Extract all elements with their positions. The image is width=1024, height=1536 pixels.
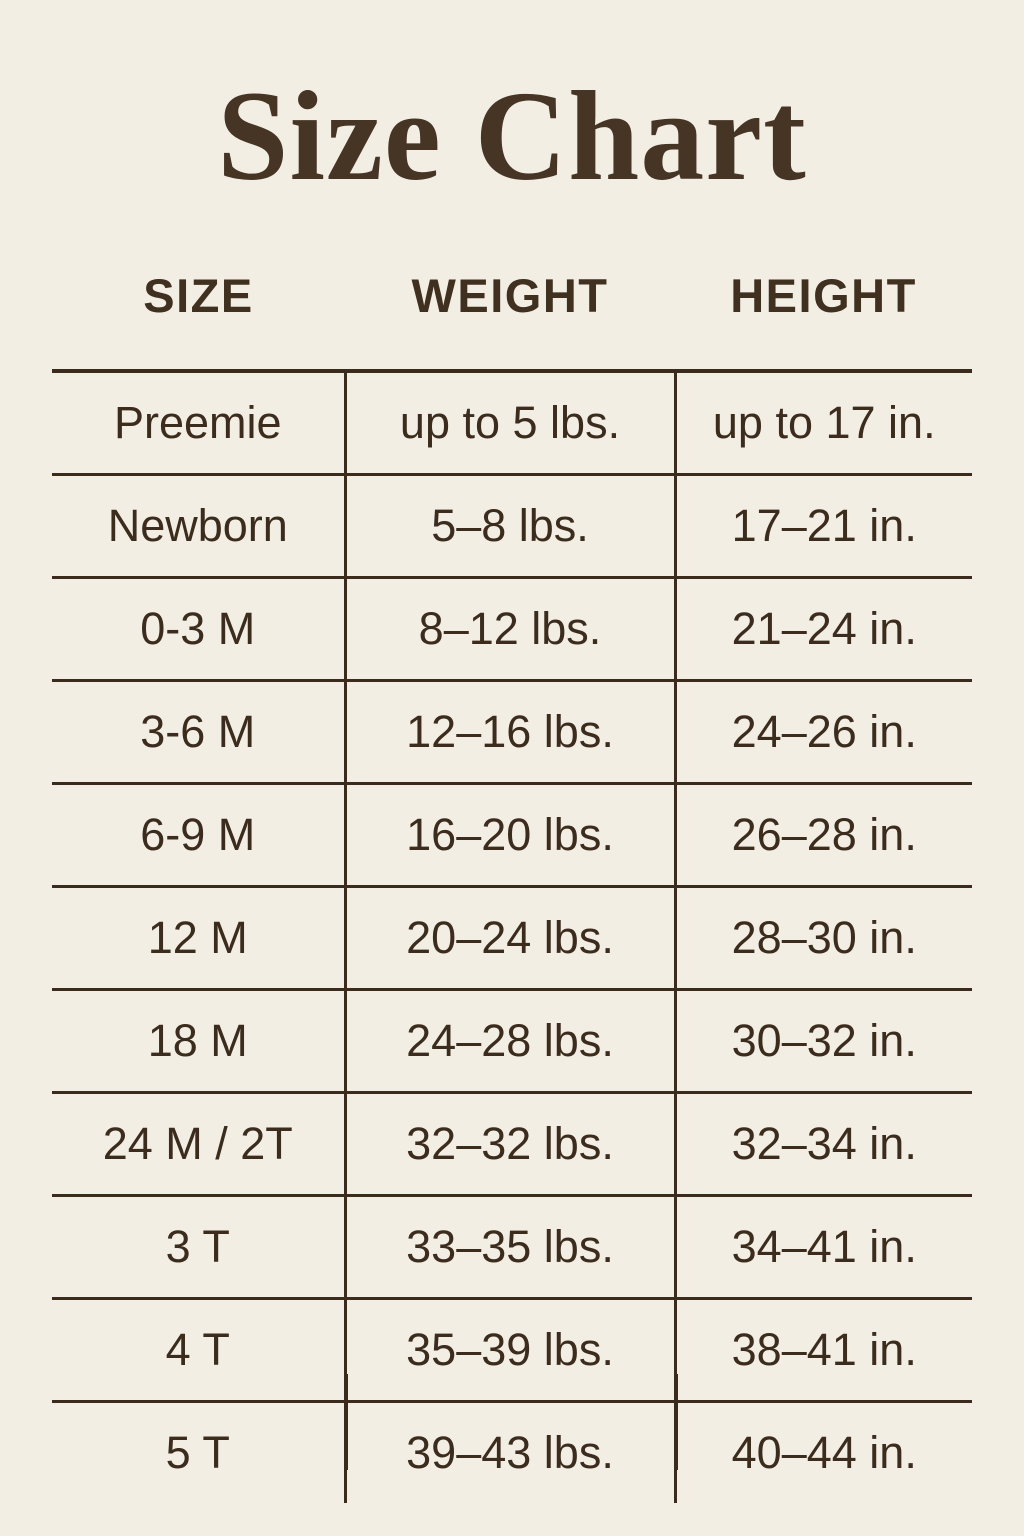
cell-weight: up to 5 lbs.	[345, 371, 677, 476]
page-title: Size Chart	[217, 65, 807, 207]
table-row: 3 T 33–35 lbs. 34–41 in.	[52, 1195, 972, 1300]
cell-weight: 39–43 lbs.	[345, 1401, 677, 1503]
table-row: Newborn 5–8 lbs. 17–21 in.	[52, 474, 972, 579]
cell-height: 34–41 in.	[675, 1195, 972, 1300]
table-row: 4 T 35–39 lbs. 38–41 in.	[52, 1298, 972, 1403]
column-header-height: HEIGHT	[675, 268, 972, 373]
table-header: SIZE WEIGHT HEIGHT	[52, 268, 972, 373]
cell-height: 38–41 in.	[675, 1298, 972, 1403]
cell-weight: 35–39 lbs.	[345, 1298, 677, 1403]
cell-height: 28–30 in.	[675, 886, 972, 991]
cell-size: 24 M / 2T	[52, 1092, 347, 1197]
cell-height: 26–28 in.	[675, 783, 972, 888]
header-row: SIZE WEIGHT HEIGHT	[52, 268, 972, 373]
cell-height: up to 17 in.	[675, 371, 972, 476]
table-row: 6-9 M 16–20 lbs. 26–28 in.	[52, 783, 972, 888]
table-row: 18 M 24–28 lbs. 30–32 in.	[52, 989, 972, 1094]
table-row: 12 M 20–24 lbs. 28–30 in.	[52, 886, 972, 991]
cell-size: 3 T	[52, 1195, 347, 1300]
cell-weight: 8–12 lbs.	[345, 577, 677, 682]
cell-height: 30–32 in.	[675, 989, 972, 1094]
table-row: 5 T 39–43 lbs. 40–44 in.	[52, 1401, 972, 1503]
cell-height: 17–21 in.	[675, 474, 972, 579]
cell-size: 4 T	[52, 1298, 347, 1403]
cell-height: 32–34 in.	[675, 1092, 972, 1197]
cell-size: Newborn	[52, 474, 347, 579]
cell-height: 40–44 in.	[731, 1427, 917, 1478]
cell-weight: 16–20 lbs.	[345, 783, 677, 888]
table-body: Preemie up to 5 lbs. up to 17 in. Newbor…	[52, 371, 972, 1503]
table-row: 3-6 M 12–16 lbs. 24–26 in.	[52, 680, 972, 785]
cell-size: 5 T	[52, 1401, 347, 1503]
table-row: 0-3 M 8–12 lbs. 21–24 in.	[52, 577, 972, 682]
size-chart-table-wrapper: SIZE WEIGHT HEIGHT Preemie up to 5 lbs. …	[52, 268, 972, 1503]
cell-size: 12 M	[52, 886, 347, 991]
cell-size: 3-6 M	[52, 680, 347, 785]
cell-height: 21–24 in.	[675, 577, 972, 682]
table-row: Preemie up to 5 lbs. up to 17 in.	[52, 371, 972, 476]
cell-size: 18 M	[52, 989, 347, 1094]
cell-weight: 5–8 lbs.	[345, 474, 677, 579]
column-header-size: SIZE	[52, 268, 345, 373]
column-divider-left-tail	[345, 1374, 348, 1470]
cell-weight: 24–28 lbs.	[345, 989, 677, 1094]
cell-weight: 32–32 lbs.	[345, 1092, 677, 1197]
table-row: 24 M / 2T 32–32 lbs. 32–34 in.	[52, 1092, 972, 1197]
column-divider-right-tail	[675, 1374, 678, 1470]
cell-size: 0-3 M	[52, 577, 347, 682]
cell-weight: 33–35 lbs.	[345, 1195, 677, 1300]
cell-size: 6-9 M	[52, 783, 347, 888]
cell-size: Preemie	[52, 371, 347, 476]
cell-weight: 12–16 lbs.	[345, 680, 677, 785]
cell-weight: 20–24 lbs.	[345, 886, 677, 991]
cell-height: 24–26 in.	[675, 680, 972, 785]
column-header-weight: WEIGHT	[345, 268, 675, 373]
size-chart-table: SIZE WEIGHT HEIGHT Preemie up to 5 lbs. …	[52, 268, 972, 1503]
